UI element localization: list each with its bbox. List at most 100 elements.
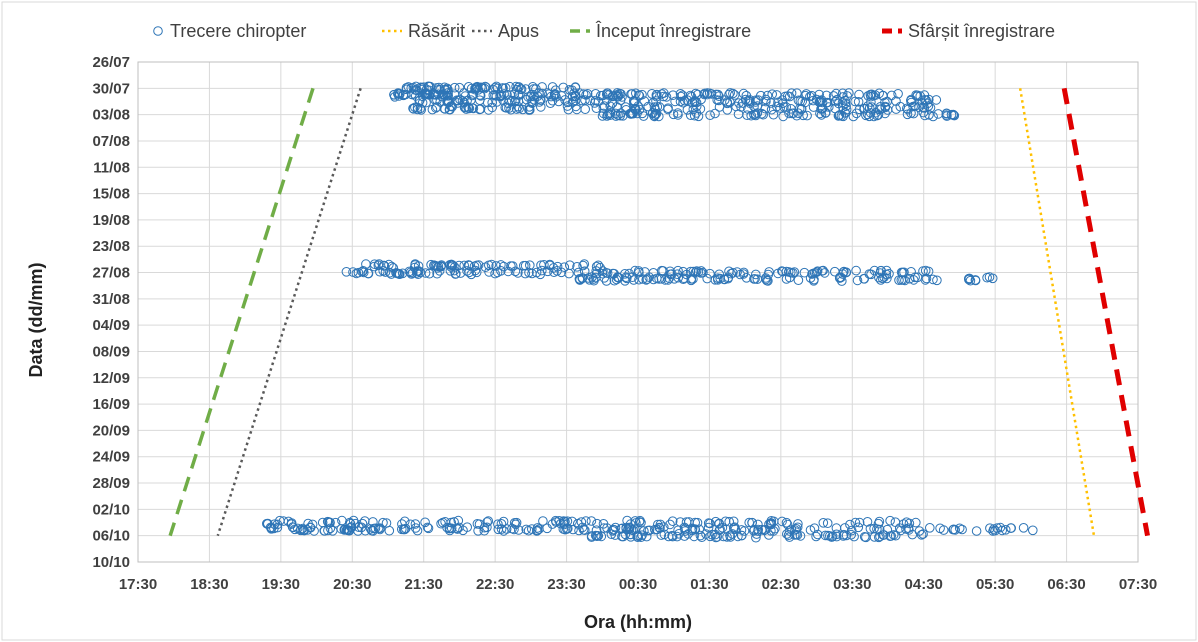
- bat-pass-point: [599, 273, 610, 283]
- bat-pass-point: [820, 530, 831, 541]
- bat-pass-point: [356, 522, 367, 533]
- bat-pass-point: [477, 83, 488, 93]
- x-tick-label: 01:30: [690, 576, 728, 593]
- bat-pass-point: [589, 275, 599, 286]
- bat-pass-point: [643, 525, 653, 536]
- bat-pass-point: [711, 532, 721, 543]
- bat-pass-point: [663, 531, 674, 542]
- bat-pass-point: [496, 519, 507, 529]
- bat-pass-point: [692, 517, 703, 528]
- bat-pass-point: [470, 84, 480, 95]
- x-tick-label: 05:30: [976, 576, 1014, 593]
- bat-pass-point: [496, 266, 506, 276]
- bat-pass-point: [436, 260, 447, 270]
- bat-pass-point: [660, 275, 670, 285]
- bat-pass-points: [262, 81, 1038, 543]
- bat-pass-point: [818, 518, 829, 528]
- bat-pass-point: [851, 108, 862, 119]
- y-tick-label: 11/08: [93, 159, 130, 176]
- x-tick-label: 18:30: [190, 576, 228, 593]
- bat-pass-point: [925, 523, 935, 533]
- bat-pass-point: [429, 89, 440, 100]
- bat-pass-point: [602, 88, 613, 98]
- y-tick-label: 28/09: [92, 475, 130, 492]
- bat-pass-point: [793, 275, 804, 286]
- bat-pass-point: [772, 101, 782, 112]
- bat-pass-point: [466, 269, 477, 280]
- bat-pass-point: [658, 91, 669, 102]
- y-tick-label: 26/07: [92, 54, 130, 71]
- bat-pass-point: [632, 531, 643, 542]
- bat-pass-point: [648, 274, 659, 285]
- x-tick-label: 19:30: [262, 576, 300, 593]
- bat-pass-point: [641, 275, 652, 285]
- bat-pass-point: [891, 104, 901, 114]
- bat-pass-point: [663, 275, 673, 285]
- bat-pass-point: [408, 104, 419, 114]
- bat-pass-point: [296, 524, 306, 535]
- bat-pass-point: [868, 90, 879, 101]
- bat-pass-point: [778, 266, 788, 277]
- bat-pass-point: [918, 529, 928, 539]
- bat-pass-point: [339, 525, 350, 535]
- bat-pass-point: [624, 268, 635, 279]
- bat-pass-point: [445, 266, 456, 276]
- bat-pass-point: [894, 523, 905, 533]
- bat-pass-point: [710, 108, 720, 119]
- bat-pass-point: [724, 516, 735, 527]
- bat-pass-point: [763, 269, 774, 280]
- bat-pass-point: [319, 525, 330, 536]
- bat-pass-point: [549, 267, 559, 278]
- bat-pass-point: [357, 266, 367, 277]
- bat-pass-point: [746, 110, 757, 121]
- bat-pass-point: [752, 274, 763, 285]
- bat-pass-point: [577, 522, 588, 533]
- bat-pass-point: [373, 523, 384, 534]
- bat-pass-point: [919, 103, 930, 113]
- bat-pass-point: [592, 518, 602, 529]
- bat-pass-point: [885, 531, 895, 542]
- bat-pass-point: [808, 102, 819, 112]
- x-tick-label: 20:30: [333, 576, 371, 593]
- bat-pass-point: [513, 525, 524, 535]
- bat-pass-point: [782, 529, 792, 539]
- bat-pass-point: [911, 517, 921, 528]
- bat-pass-point: [493, 519, 503, 530]
- bat-pass-point: [725, 532, 736, 542]
- bat-pass-point: [450, 269, 461, 279]
- bat-pass-point: [752, 108, 763, 118]
- legend-label: Sfârșit înregistrare: [908, 21, 1055, 41]
- bat-pass-point: [719, 95, 730, 105]
- bat-pass-point: [827, 531, 838, 542]
- y-axis-title: Data (dd/mm): [26, 262, 46, 377]
- bat-pass-point: [673, 272, 684, 283]
- bat-pass-point: [380, 267, 391, 277]
- bat-pass-point: [781, 517, 792, 528]
- bat-pass-point: [954, 523, 965, 534]
- bat-pass-point: [626, 89, 636, 99]
- bat-pass-point: [462, 522, 473, 533]
- bat-pass-point: [725, 88, 736, 98]
- bat-pass-point: [463, 102, 473, 112]
- bat-pass-point: [779, 102, 789, 112]
- bat-pass-point: [840, 95, 850, 106]
- bat-pass-point: [706, 89, 717, 99]
- bat-pass-point: [763, 276, 773, 286]
- bat-pass-point: [490, 268, 500, 279]
- bat-pass-point: [523, 525, 534, 536]
- bat-pass-point: [842, 91, 853, 101]
- bat-pass-point: [348, 515, 359, 526]
- bat-pass-point: [663, 103, 673, 113]
- bat-pass-point: [713, 89, 723, 100]
- x-tick-label: 04:30: [905, 576, 943, 593]
- bat-pass-point: [654, 522, 665, 533]
- bat-pass-point: [638, 274, 648, 284]
- bat-pass-point: [626, 532, 636, 542]
- bat-pass-point: [650, 524, 660, 535]
- bat-pass-point: [739, 267, 749, 278]
- bat-pass-point: [865, 108, 876, 118]
- bat-pass-point: [434, 266, 445, 276]
- line-sf-r-it-nregistrare: [1061, 87, 1150, 537]
- y-tick-label: 16/09: [92, 396, 130, 413]
